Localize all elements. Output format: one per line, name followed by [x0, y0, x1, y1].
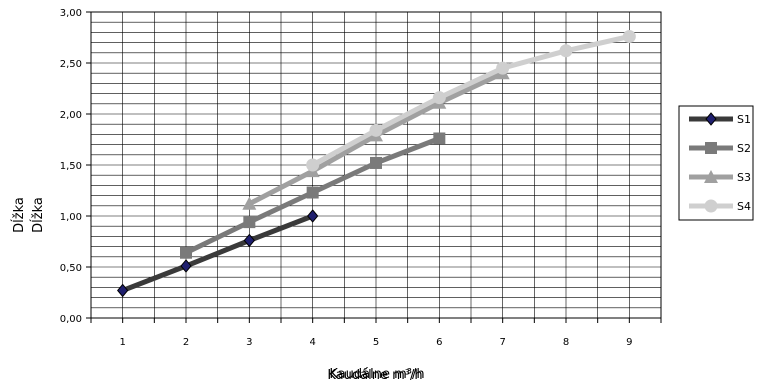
tick-labels: 0,00 0,50 1,00 1,50 2,00 2,50 3,00 1 2 3 4 5 6 7 8 9	[60, 8, 633, 348]
series-layer	[117, 29, 636, 298]
data-point	[242, 196, 257, 210]
legend-label: S1	[737, 113, 751, 126]
data-point	[307, 209, 319, 223]
legend: S1 S2 S3 S4	[678, 105, 754, 221]
x-tick-label: 2	[183, 337, 189, 348]
x-tick-label: 5	[373, 337, 379, 348]
data-point	[117, 283, 129, 298]
x-tick-label: 3	[246, 337, 252, 348]
data-point	[243, 233, 255, 248]
legend-marker	[705, 142, 717, 154]
y-tick-label: 3,00	[60, 8, 82, 19]
data-point	[496, 61, 510, 75]
series-s4	[306, 29, 636, 172]
legend-item-s2: S2	[689, 142, 751, 155]
y-tick-label: 2,50	[60, 59, 82, 70]
y-axis-title: Dĺžka	[11, 197, 27, 233]
x-tick-label: 9	[626, 337, 632, 348]
series-line	[121, 213, 314, 293]
legend-item-s4: S4	[689, 199, 751, 213]
data-point	[433, 132, 446, 145]
data-point	[369, 123, 383, 137]
legend-marker	[704, 170, 718, 183]
legend-item-s1: S1	[689, 112, 751, 126]
x-axis-title: Kaudálne m³/h	[327, 368, 422, 380]
x-tick-label: 7	[499, 337, 505, 348]
x-tick-label: 6	[436, 337, 442, 348]
legend-item-s3: S3	[689, 170, 751, 184]
data-point	[306, 158, 320, 172]
x-tick-label: 1	[119, 337, 125, 348]
series-s1	[117, 209, 319, 298]
x-tick-label: 4	[309, 337, 315, 348]
y-tick-label: 0,00	[60, 314, 82, 325]
legend-box	[678, 105, 754, 221]
legend-marker	[705, 112, 717, 126]
y-tick-label: 2,00	[60, 110, 82, 121]
data-point	[559, 44, 573, 58]
legend-marker	[704, 199, 718, 213]
data-point	[370, 156, 382, 169]
x-axis-title-overlap: Kaudálne m³/h	[329, 367, 424, 380]
data-point	[243, 216, 256, 229]
legend-label: S4	[737, 200, 751, 213]
legend-label: S3	[737, 171, 751, 184]
series-line	[311, 34, 630, 168]
data-point	[180, 259, 192, 273]
y-tick-label: 1,50	[60, 161, 82, 172]
data-point	[622, 29, 636, 43]
axes	[86, 11, 662, 323]
y-tick-label: 0,50	[60, 263, 82, 274]
legend-label: S2	[737, 142, 751, 155]
x-tick-label: 8	[563, 337, 569, 348]
data-point	[306, 186, 319, 199]
series-s2	[180, 132, 446, 259]
data-point	[432, 91, 446, 105]
y-axis-title-overlap: Dĺžka	[30, 197, 46, 233]
y-tick-label: 1,00	[60, 212, 82, 223]
data-point	[180, 246, 192, 259]
